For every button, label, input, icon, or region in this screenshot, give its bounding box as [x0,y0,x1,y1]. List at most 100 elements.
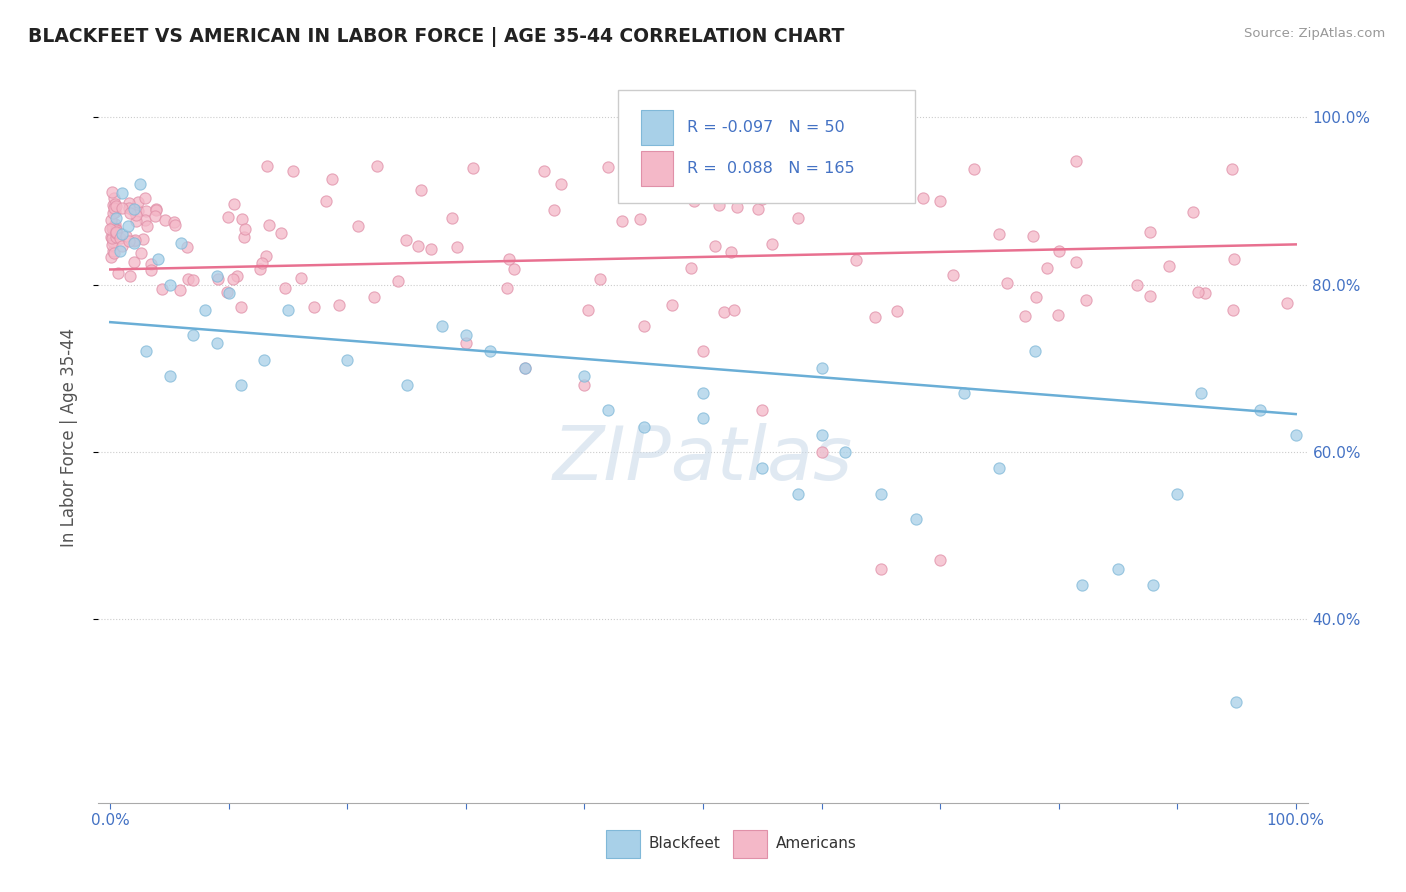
Point [127,194,149,209]
Point [863,310,886,324]
Point [1014,310,1036,324]
Point [723,303,745,318]
Point [125,208,148,222]
Point [598,161,620,175]
Point [1189,386,1212,401]
Point [720,245,742,260]
Point [1220,161,1243,176]
Point [118,234,141,248]
Point [259,219,281,233]
Point [1036,261,1059,276]
Point [101,237,124,252]
Point [159,277,181,292]
Point [692,344,714,359]
Point [224,197,246,211]
Point [419,242,441,256]
Point [574,369,596,384]
Point [786,211,808,225]
Point [725,201,748,215]
Point [125,214,148,228]
Point [101,206,124,220]
Point [503,261,526,276]
Point [929,194,952,208]
Point [207,271,229,285]
Point [120,205,142,219]
Point [249,262,271,277]
Point [104,196,127,211]
Point [153,212,176,227]
Point [963,162,986,177]
Point [118,268,141,283]
Point [253,352,276,367]
Point [218,285,240,300]
Point [232,230,254,244]
Point [100,250,122,264]
Point [1139,226,1161,240]
Point [711,188,734,202]
Point [713,305,735,319]
Point [1025,289,1047,303]
Point [177,272,200,286]
Point [315,194,337,208]
Point [139,263,162,277]
Point [810,361,832,376]
Point [103,191,125,205]
Point [929,553,952,567]
Point [440,211,463,225]
Point [115,229,138,244]
Point [111,227,134,242]
Point [277,302,299,317]
Point [1046,308,1069,322]
Text: R =  0.088   N = 165: R = 0.088 N = 165 [688,161,855,176]
Point [363,290,385,304]
Point [628,212,651,227]
FancyBboxPatch shape [619,90,915,203]
Point [229,377,252,392]
Point [122,235,145,249]
Point [1222,303,1244,318]
Point [454,336,477,351]
Point [751,403,773,417]
Point [205,269,228,284]
Point [221,272,243,286]
Point [454,327,477,342]
Text: Blackfeet: Blackfeet [648,837,720,851]
Point [181,327,204,342]
Point [122,255,145,269]
Bar [734,830,768,858]
Point [163,219,186,233]
Point [751,192,773,206]
Point [104,223,127,237]
Point [952,386,974,401]
Point [1249,403,1271,417]
Point [478,344,501,359]
Point [134,212,156,227]
Bar [641,110,673,145]
Point [231,212,253,227]
Point [103,244,125,258]
Point [290,271,312,285]
Point [233,222,256,236]
Point [205,336,228,351]
Point [633,319,655,334]
Point [533,163,555,178]
Point [100,231,122,245]
Text: BLACKFEET VS AMERICAN IN LABOR FORCE | AGE 35-44 CORRELATION CHART: BLACKFEET VS AMERICAN IN LABOR FORCE | A… [28,27,845,46]
Point [104,217,127,231]
Point [869,562,891,576]
Point [141,257,163,271]
Point [328,298,350,312]
Point [1022,229,1045,244]
Point [778,173,800,187]
Point [135,344,157,359]
Point [118,201,141,215]
Point [176,240,198,254]
Point [103,219,125,234]
Point [124,234,146,248]
Point [446,240,468,254]
Point [751,461,773,475]
Point [845,252,868,267]
Point [103,205,125,219]
Point [683,194,706,208]
Point [432,319,454,334]
